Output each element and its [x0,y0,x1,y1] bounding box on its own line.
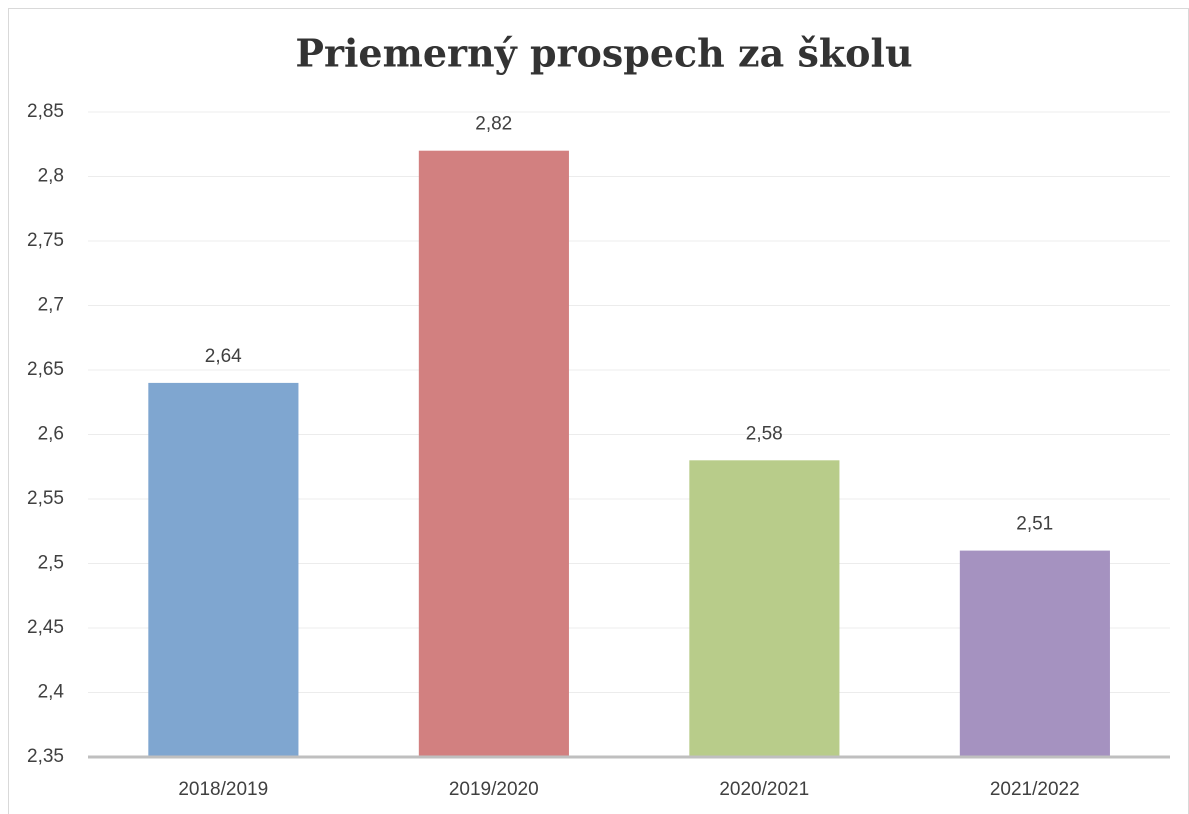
y-tick-label: 2,5 [38,553,64,574]
y-tick-label: 2,35 [27,746,64,767]
data-label: 2,58 [746,423,783,444]
y-tick-label: 2,7 [38,295,64,316]
x-tick-label: 2019/2020 [449,779,539,800]
bar [959,550,1110,757]
y-tick-label: 2,6 [38,424,64,445]
x-tick-label: 2020/2021 [719,779,809,800]
y-tick-label: 2,4 [38,682,65,703]
y-tick-label: 2,85 [27,101,64,122]
x-tick-label: 2021/2022 [990,779,1080,800]
data-label: 2,82 [475,114,512,135]
data-label: 2,64 [205,346,242,367]
y-tick-label: 2,55 [27,488,64,509]
chart-title: Priemerný prospech za školu [295,31,912,76]
y-tick-label: 2,75 [27,230,64,251]
y-tick-label: 2,45 [27,617,64,638]
data-label: 2,51 [1016,514,1053,535]
bar [418,150,569,757]
bar [689,460,840,757]
y-tick-label: 2,8 [38,166,64,187]
bar [148,382,299,757]
y-tick-label: 2,65 [27,359,64,380]
x-tick-label: 2018/2019 [178,779,268,800]
